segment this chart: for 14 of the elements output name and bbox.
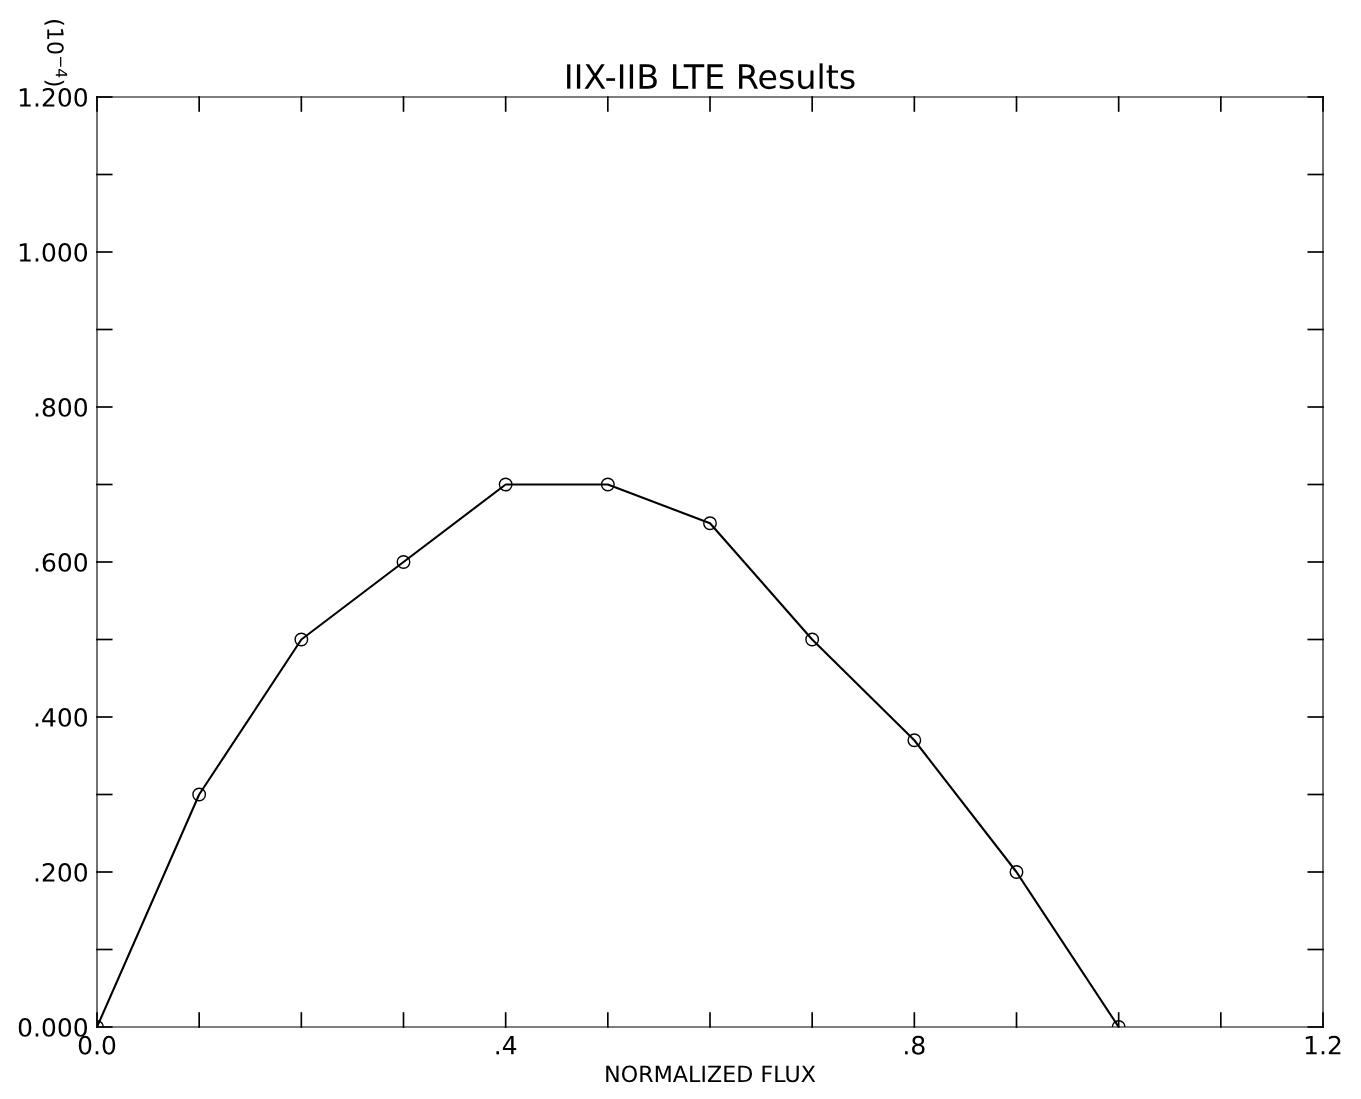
y-tick-label: 1.000: [19, 242, 88, 262]
y-axis-title: (10$^{−4}$): [44, 20, 68, 86]
x-axis-title: NORMALIZED FLUX: [606, 1065, 816, 1083]
chart-title: IIX-IIB LTE Results: [567, 63, 855, 90]
x-tick-label: 1.2: [1305, 1035, 1341, 1055]
y-tick-label: 0.000: [18, 1017, 88, 1037]
y-tick-label: .800: [35, 397, 88, 417]
x-tick-label: .8: [905, 1035, 925, 1055]
y-tick-label: .200: [35, 862, 88, 882]
x-tick-label: 0.0: [78, 1035, 116, 1055]
y-tick-label: .600: [35, 552, 88, 572]
y-tick-label: 1.200: [19, 87, 88, 107]
x-tick-label: .4: [496, 1036, 517, 1055]
y-tick-label: .400: [35, 707, 88, 727]
